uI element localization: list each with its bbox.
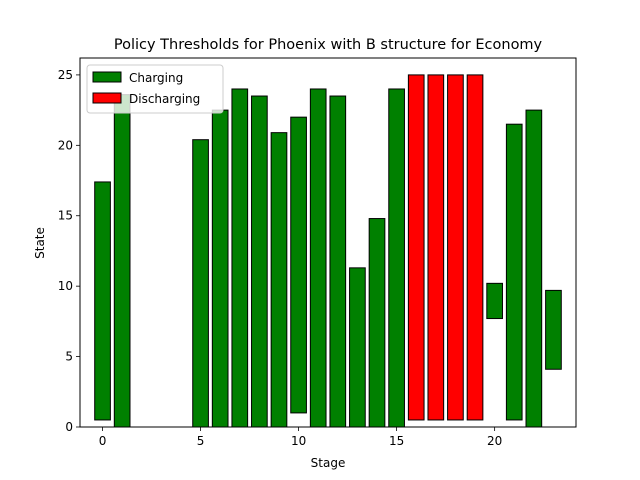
x-tick-label: 15 (389, 434, 404, 448)
y-tick-label: 5 (65, 350, 73, 364)
bar-charging-stage-9 (270, 132, 288, 428)
x-axis-label: Stage (311, 456, 346, 470)
bar-charging-stage-20 (486, 282, 503, 320)
bar-charging-stage-12 (329, 95, 347, 428)
plot-frame (79, 57, 577, 428)
bar-discharging-stage-16 (407, 74, 425, 421)
bar-charging-stage-1 (113, 94, 131, 428)
bar-discharging-stage-19 (466, 74, 484, 421)
legend-label-discharging: Discharging (129, 92, 200, 106)
bar-charging-stage-5 (192, 139, 209, 428)
bar-charging-stage-0 (94, 181, 111, 421)
y-tick-label: 10 (58, 279, 73, 293)
bar-charging-stage-23 (545, 289, 562, 370)
bar-charging-stage-6 (211, 109, 229, 428)
y-tick-label: 25 (58, 68, 73, 82)
y-axis-label: State (33, 227, 47, 259)
y-tick-label: 20 (58, 138, 73, 152)
y-tick-label: 0 (65, 420, 73, 434)
bar-charging-stage-13 (349, 267, 366, 428)
bar-charging-stage-11 (309, 88, 327, 428)
chart-title: Policy Thresholds for Phoenix with B str… (114, 37, 543, 53)
bar-discharging-stage-18 (447, 74, 464, 421)
bar-charging-stage-14 (368, 218, 386, 428)
bar-charging-stage-7 (231, 88, 249, 428)
x-tick-label: 0 (99, 434, 107, 448)
legend-label-charging: Charging (129, 71, 183, 85)
x-tick-label: 20 (487, 434, 502, 448)
legend-swatch-discharging (92, 92, 122, 104)
y-tick-label: 15 (58, 209, 73, 223)
bar-charging-stage-22 (525, 109, 543, 428)
bar-discharging-stage-17 (427, 74, 445, 421)
x-tick-label: 10 (291, 434, 306, 448)
bar-charging-stage-10 (290, 116, 307, 414)
bars-group (94, 74, 562, 428)
x-tick-label: 5 (197, 434, 205, 448)
x-axis-ticks: 0 5 10 15 20 (99, 427, 502, 448)
legend: Charging Discharging (86, 64, 224, 114)
bar-charging-stage-21 (505, 123, 523, 421)
legend-swatch-charging (92, 71, 122, 83)
bar-charging-stage-8 (251, 95, 268, 428)
y-axis-ticks: 0 5 10 15 20 25 (58, 68, 80, 434)
bar-charging-stage-15 (388, 88, 405, 428)
